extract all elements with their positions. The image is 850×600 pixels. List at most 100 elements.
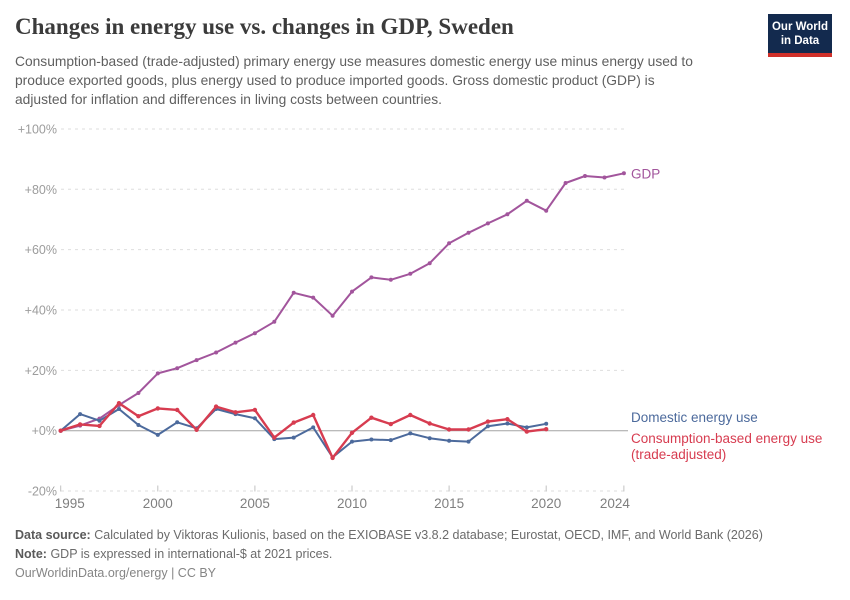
consumption-based-energy-use-trade-adjusted-point[interactable] — [485, 419, 491, 424]
domestic-energy-use-point[interactable] — [466, 439, 471, 444]
consumption-based-energy-use-trade-adjusted-point[interactable] — [369, 415, 374, 420]
gdp-point[interactable] — [427, 261, 432, 266]
chart-subtitle: Consumption-based (trade-adjusted) prima… — [15, 52, 693, 109]
gdp-point[interactable] — [563, 181, 568, 185]
gdp-point[interactable] — [252, 331, 257, 336]
domestic-energy-use-point[interactable] — [427, 436, 432, 441]
consumption-based-energy-use-trade-adjusted-point[interactable] — [97, 423, 102, 429]
domestic-energy-use-point[interactable] — [97, 418, 102, 423]
gdp-point[interactable] — [408, 271, 413, 276]
consumption-based-energy-use-trade-adjusted-point[interactable] — [466, 427, 471, 432]
consumption-based-energy-use-trade-adjusted-point[interactable] — [155, 406, 160, 411]
consumption-based-energy-use-trade-adjusted-point[interactable] — [58, 428, 63, 433]
consumption-based-energy-use-trade-adjusted-point[interactable] — [349, 430, 355, 435]
domestic-energy-use-point[interactable] — [117, 407, 121, 411]
series-consumption-based-energy-use-trade-adjusted[interactable]: Consumption-based energy use(trade-adjus… — [58, 401, 823, 462]
gdp-point[interactable] — [350, 289, 354, 294]
gdp-point[interactable] — [214, 350, 219, 355]
domestic-energy-use-point[interactable] — [175, 420, 180, 425]
consumption-based-energy-use-trade-adjusted-point[interactable] — [77, 422, 83, 427]
gdp-point[interactable] — [505, 212, 510, 217]
owid-logo[interactable]: Our World in Data — [768, 14, 832, 57]
gdp-point[interactable] — [544, 208, 549, 213]
gdp-point[interactable] — [291, 290, 296, 295]
gdp-point[interactable] — [330, 313, 335, 318]
grid-and-axes: +100% +80% +60% +40% +20% +0% -20%1995 2000 2005… — [18, 122, 631, 511]
x-axis-tick-label: 2010 — [337, 496, 367, 511]
gdp-point[interactable] — [485, 221, 490, 226]
consumption-based-energy-use-trade-adjusted-point[interactable] — [427, 421, 432, 426]
domestic-energy-use-point[interactable] — [155, 432, 160, 437]
consumption-based-energy-use-trade-adjusted-point[interactable] — [330, 455, 335, 461]
gdp-point[interactable] — [621, 171, 626, 176]
domestic-energy-use-point[interactable] — [408, 431, 413, 436]
domestic-energy-use-point[interactable] — [350, 439, 354, 444]
subtitle-line: Consumption-based (trade-adjusted) prima… — [15, 54, 693, 69]
gdp-point[interactable] — [175, 366, 180, 371]
gdp-point[interactable] — [136, 391, 141, 395]
domestic-energy-use-end-label: Domestic energy use — [631, 410, 758, 425]
owid-logo-stripe — [768, 53, 832, 57]
consumption-based-energy-use-trade-adjusted-point[interactable] — [116, 401, 122, 406]
consumption-based-energy-use-trade-adjusted-point[interactable] — [505, 417, 510, 422]
consumption-based-energy-use-trade-adjusted-point[interactable] — [272, 435, 277, 440]
y-axis-tick-label: +100% — [18, 122, 57, 136]
gdp-line[interactable] — [59, 172, 625, 432]
domestic-energy-use-point[interactable] — [252, 416, 257, 421]
page-title: Changes in energy use vs. changes in GDP… — [15, 14, 514, 39]
consumption-based-energy-use-trade-adjusted-point[interactable] — [388, 421, 393, 427]
y-axis-tick-label: +40% — [25, 304, 57, 318]
consumption-based-energy-use-trade-adjusted-line[interactable] — [59, 402, 548, 460]
domestic-energy-use-point[interactable] — [505, 421, 510, 426]
gdp-point[interactable] — [233, 340, 238, 345]
consumption-based-energy-use-trade-adjusted-point[interactable] — [213, 404, 219, 409]
gdp-point[interactable] — [311, 295, 316, 300]
consumption-based-energy-use-trade-adjusted-point[interactable] — [408, 412, 413, 418]
domestic-energy-use-line[interactable] — [59, 408, 548, 459]
domestic-energy-use-point[interactable] — [388, 438, 393, 443]
consumption-based-energy-use-trade-adjusted-point[interactable] — [446, 427, 452, 432]
gdp-point[interactable] — [524, 198, 529, 203]
domestic-energy-use-point[interactable] — [524, 425, 529, 430]
gdp-point[interactable] — [272, 319, 277, 324]
y-axis-tick-label: +20% — [25, 364, 57, 378]
series-domestic-energy-use[interactable]: Domestic energy use — [58, 407, 758, 460]
series-gdp[interactable]: GDP — [58, 166, 661, 433]
y-axis-tick-label: +60% — [25, 243, 57, 257]
consumption-based-energy-use-trade-adjusted-point[interactable] — [252, 407, 258, 413]
consumption-based-energy-use-trade-adjusted-point[interactable] — [544, 427, 549, 432]
gdp-end-label: GDP — [631, 166, 660, 181]
data-source-text: Calculated by Viktoras Kulionis, based o… — [94, 528, 763, 542]
domestic-energy-use-point[interactable] — [78, 412, 83, 417]
consumption-based-energy-use-trade-adjusted-point[interactable] — [311, 412, 316, 418]
gdp-point[interactable] — [155, 371, 160, 376]
owid-url-link[interactable]: OurWorldinData.org/energy | CC BY — [15, 566, 217, 580]
gdp-point[interactable] — [466, 230, 471, 235]
gdp-point[interactable] — [194, 358, 199, 363]
domestic-energy-use-point[interactable] — [485, 424, 490, 429]
domestic-energy-use-point[interactable] — [291, 435, 296, 440]
gdp-point[interactable] — [447, 241, 452, 246]
consumption-based-energy-use-trade-adjusted-point[interactable] — [194, 427, 199, 432]
consumption-based-energy-use-trade-adjusted-point[interactable] — [524, 429, 529, 434]
x-axis-tick-label: 2020 — [531, 496, 561, 511]
consumption-based-energy-use-trade-adjusted-point[interactable] — [233, 410, 238, 415]
gdp-point[interactable] — [602, 175, 607, 180]
y-axis-tick-label: +0% — [32, 424, 57, 438]
consumption-based-energy-use-trade-adjusted-point[interactable] — [291, 420, 296, 425]
domestic-energy-use-point[interactable] — [311, 425, 316, 430]
gdp-point[interactable] — [583, 174, 587, 178]
domestic-energy-use-point[interactable] — [369, 437, 374, 442]
consumption-based-energy-use-trade-adjusted-point[interactable] — [175, 407, 180, 413]
gdp-point[interactable] — [369, 275, 374, 280]
x-axis-tick-label: 2000 — [143, 496, 173, 511]
note-text: GDP is expressed in international-$ at 2… — [50, 547, 333, 561]
domestic-energy-use-point[interactable] — [544, 421, 549, 426]
consumption-based-energy-use-trade-adjusted-end-label: (trade-adjusted) — [631, 447, 726, 462]
gdp-point[interactable] — [388, 277, 393, 282]
domestic-energy-use-point[interactable] — [136, 423, 141, 427]
consumption-based-energy-use-trade-adjusted-point[interactable] — [136, 414, 141, 419]
domestic-energy-use-point[interactable] — [447, 438, 452, 443]
